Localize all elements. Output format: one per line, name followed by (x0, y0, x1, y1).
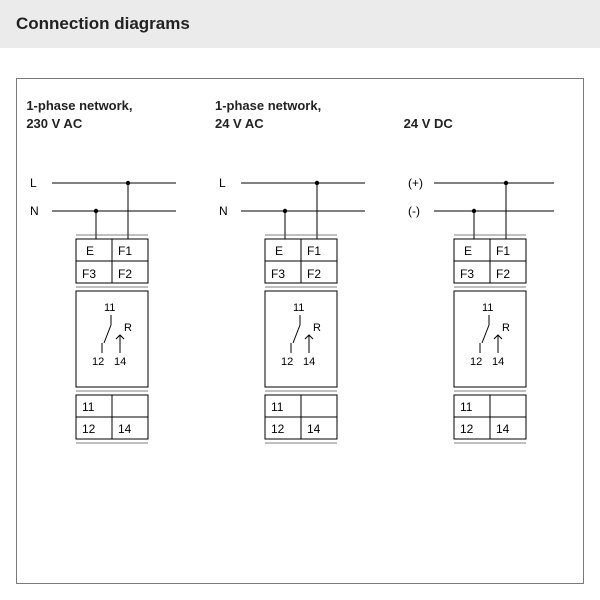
diagram-3-title-line2: 24 V DC (404, 116, 453, 131)
diagram-2: 1-phase network, 24 V AC L N E (215, 97, 385, 479)
term-f2: F2 (307, 267, 321, 281)
term-e: E (86, 244, 94, 258)
relay-11: 11 (104, 302, 115, 314)
term-f3: F3 (460, 267, 474, 281)
term-f2: F2 (118, 267, 132, 281)
relay-r: R (313, 322, 321, 334)
relay-no-stub (494, 335, 502, 353)
term-14: 14 (496, 422, 510, 436)
term-f1: F1 (496, 244, 510, 258)
supply-top-label: L (219, 176, 226, 190)
relay-11: 11 (293, 302, 304, 314)
diagram-2-svg: L N E F1 F3 F2 (215, 139, 385, 479)
relay-14: 14 (492, 356, 504, 368)
term-12: 12 (82, 422, 96, 436)
relay-r: R (502, 322, 510, 334)
diagram-1: 1-phase network, 230 V AC L N (26, 97, 196, 479)
diagram-1-title-line2: 230 V AC (26, 116, 82, 131)
diagrams-row: 1-phase network, 230 V AC L N (17, 79, 583, 479)
term-12: 12 (460, 422, 474, 436)
relay-wiper (293, 325, 300, 343)
section-title-bar: Connection diagrams (0, 0, 600, 48)
diagram-3: 24 V DC (+) (-) E F1 F (404, 97, 574, 479)
relay-no-stub (305, 335, 313, 353)
diagram-1-title: 1-phase network, 230 V AC (26, 97, 196, 135)
relay-wiper (482, 325, 489, 343)
diagram-1-svg: L N E F1 F3 F2 (26, 139, 196, 479)
term-f2: F2 (496, 267, 510, 281)
relay-r: R (124, 322, 132, 334)
term-11: 11 (82, 400, 95, 414)
page: Connection diagrams 1-phase network, 230… (0, 0, 600, 600)
term-12: 12 (271, 422, 285, 436)
relay-14: 14 (114, 356, 126, 368)
relay-12: 12 (470, 356, 482, 368)
supply-top-label: (+) (408, 176, 423, 190)
term-e: E (275, 244, 283, 258)
term-11: 11 (460, 400, 473, 414)
diagram-1-title-line1: 1-phase network, (26, 98, 132, 113)
relay-wiper (104, 325, 111, 343)
diagram-2-title-line1: 1-phase network, (215, 98, 321, 113)
relay-12: 12 (92, 356, 104, 368)
term-e: E (464, 244, 472, 258)
diagram-2-title: 1-phase network, 24 V AC (215, 97, 385, 135)
supply-bottom-label: N (30, 204, 39, 218)
term-11: 11 (271, 400, 284, 414)
term-14: 14 (307, 422, 321, 436)
relay-11: 11 (482, 302, 493, 314)
relay-no-stub (116, 335, 124, 353)
relay-14: 14 (303, 356, 315, 368)
diagram-3-title: 24 V DC (404, 97, 574, 135)
supply-bottom-label: N (219, 204, 228, 218)
term-f3: F3 (82, 267, 96, 281)
term-f1: F1 (118, 244, 132, 258)
diagram-frame: 1-phase network, 230 V AC L N (16, 78, 584, 584)
section-title: Connection diagrams (16, 14, 190, 33)
diagram-2-title-line2: 24 V AC (215, 116, 264, 131)
relay-12: 12 (281, 356, 293, 368)
term-f1: F1 (307, 244, 321, 258)
diagram-3-svg: (+) (-) E F1 F3 F2 (404, 139, 574, 479)
supply-top-label: L (30, 176, 37, 190)
supply-bottom-label: (-) (408, 204, 420, 218)
term-f3: F3 (271, 267, 285, 281)
term-14: 14 (118, 422, 132, 436)
